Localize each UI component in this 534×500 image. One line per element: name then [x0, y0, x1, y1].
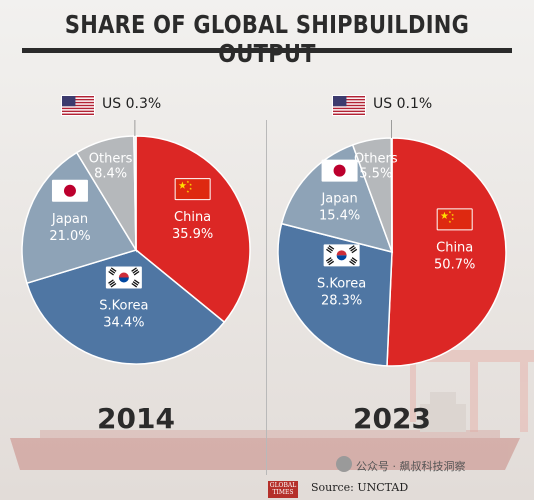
slice-value-china: 50.7%: [434, 257, 475, 272]
us-flag-icon: [332, 95, 366, 116]
slice-value-china: 35.9%: [172, 227, 213, 242]
slice-name-japan: Japan: [320, 192, 357, 207]
watermark-text: 公众号 · 飙叔科技洞察: [356, 460, 466, 473]
slice-value-skorea: 28.3%: [321, 293, 362, 308]
wechat-icon: [336, 456, 352, 472]
pie-chart-2023: China 50.7% S.Korea 28.3% Japan 15.4% Others5.…: [277, 95, 507, 435]
skorea-flag-icon: [323, 244, 360, 267]
slice-name-skorea: S.Korea: [317, 276, 366, 291]
slice-name-skorea: S.Korea: [99, 299, 148, 314]
slice-value-japan: 21.0%: [49, 229, 90, 244]
pie-slice-china: [386, 137, 507, 367]
ship-silhouette: [10, 392, 520, 470]
japan-flag-icon: [321, 159, 358, 182]
pie-slice-japan: [21, 151, 138, 285]
us-flag-icon: [61, 95, 95, 116]
pie-slice-skorea: [25, 249, 226, 365]
pie-slice-china: [135, 135, 251, 324]
pie-chart-2014: China 35.9% S.Korea 34.4% Japan 21.0% Others8.…: [21, 95, 251, 435]
slice-value-japan: 15.4%: [319, 209, 360, 224]
slice-value-skorea: 34.4%: [103, 316, 144, 331]
skorea-flag-icon: [105, 266, 142, 289]
slice-name-china: China: [174, 210, 211, 225]
slice-value-others: 5.5%: [359, 166, 392, 181]
pie-slice-skorea: [277, 222, 393, 367]
slice-name-others: Others: [354, 151, 398, 166]
year-label: 2014: [97, 402, 175, 435]
us-share-label: US 0.3%: [102, 96, 161, 112]
column-divider: [266, 120, 267, 475]
title-underline: [22, 48, 512, 53]
pie-slice-japan: [280, 144, 394, 254]
pie-slice-us: [133, 135, 137, 251]
global-times-logo: GLOBAL TIMES: [268, 481, 298, 498]
us-share-label: US 0.1%: [373, 96, 432, 112]
slice-name-others: Others: [89, 151, 133, 166]
page-title: SHARE OF GLOBAL SHIPBUILDING OUTPUT: [64, 10, 470, 68]
japan-flag-icon: [51, 179, 88, 202]
china-flag-icon: [436, 208, 473, 231]
source-text: Source: UNCTAD: [311, 481, 409, 494]
slice-value-others: 8.4%: [94, 166, 127, 181]
slice-name-china: China: [436, 240, 473, 255]
slice-name-japan: Japan: [51, 212, 88, 227]
year-label: 2023: [353, 402, 431, 435]
china-flag-icon: [174, 178, 211, 201]
